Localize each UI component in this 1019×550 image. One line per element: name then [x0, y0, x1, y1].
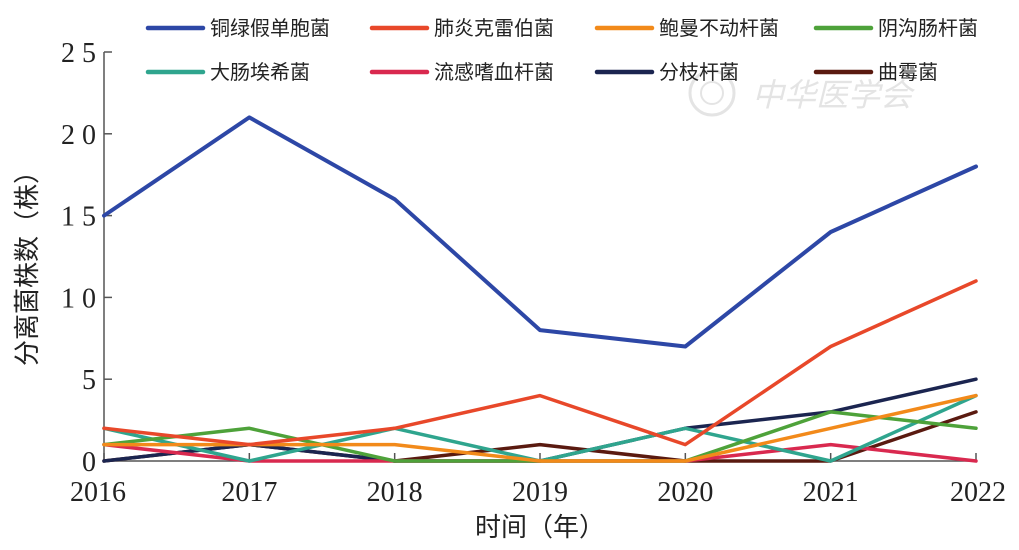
x-tick-label: 2017	[221, 477, 277, 508]
y-ticks: 0 5 1 0 1 5 2 0 2 5	[61, 38, 112, 478]
x-tick-label: 2020	[657, 477, 713, 508]
watermark: 中华医学会	[688, 69, 915, 117]
x-tick-label: 2021	[803, 477, 859, 508]
watermark-text: 中华医学会	[752, 76, 915, 114]
legend-label: 鲍曼不动杆菌	[659, 16, 779, 40]
x-tick-label: 2018	[367, 477, 423, 508]
legend-label: 阴沟肠杆菌	[878, 16, 978, 40]
series-line	[102, 377, 978, 463]
legend-label: 曲霉菌	[878, 60, 938, 84]
legend-label: 流感嗜血杆菌	[434, 60, 554, 84]
x-tick-label: 2022	[950, 477, 1006, 508]
y-tick-label: 1 5	[61, 202, 96, 233]
x-tick-label: 2016	[70, 477, 126, 508]
watermark-seal-inner	[700, 81, 724, 105]
y-tick-label: 1 0	[61, 283, 96, 314]
series-lines	[102, 115, 978, 463]
y-tick-label: 2 5	[61, 38, 96, 69]
series-line	[102, 115, 978, 349]
x-tick-label: 2019	[512, 477, 568, 508]
y-tick-label: 0	[82, 447, 96, 478]
series-line	[102, 279, 978, 447]
y-tick-label: 5	[82, 365, 96, 396]
legend-label: 铜绿假单胞菌	[210, 16, 330, 40]
legend-label: 肺炎克雷伯菌	[434, 16, 554, 40]
legend-label: 分枝杆菌	[659, 60, 739, 84]
legend-label: 大肠埃希菌	[210, 60, 310, 84]
watermark-seal-icon	[688, 69, 736, 117]
x-ticks: 2016 2017 2018 2019 2020 2021 2022	[70, 453, 1006, 508]
y-tick-label: 2 0	[61, 120, 96, 151]
y-axis-title: 分离菌株数（株）	[13, 158, 43, 366]
x-axis-title: 时间（年）	[475, 513, 605, 543]
